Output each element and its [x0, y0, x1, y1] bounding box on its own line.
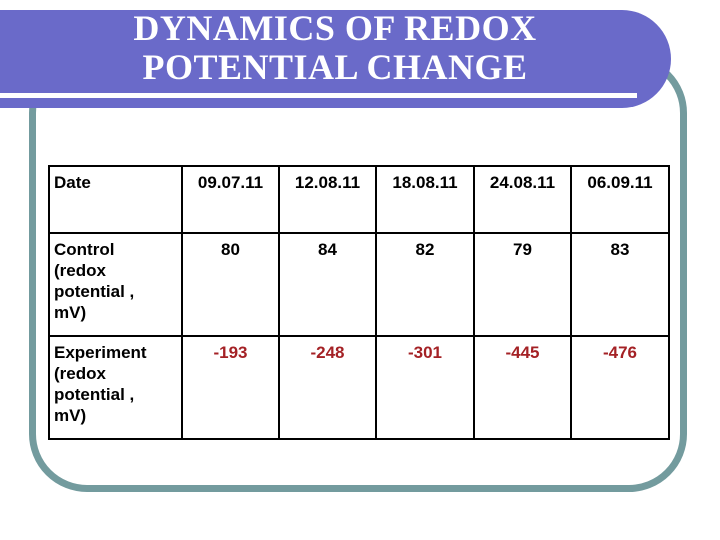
column-header-date-3: 18.08.11: [375, 165, 475, 234]
slide-title: DYNAMICS OF REDOX POTENTIAL CHANGE: [133, 8, 537, 87]
control-value-5: 83: [570, 232, 670, 337]
column-header-date-2: 12.08.11: [278, 165, 377, 234]
column-header-date-4: 24.08.11: [473, 165, 572, 234]
header-date-label: Date: [48, 165, 183, 234]
experiment-value-2: -248: [278, 335, 377, 440]
experiment-value-1: -193: [181, 335, 280, 440]
redox-data-table: Date 09.07.11 12.08.11 18.08.11 24.08.11…: [48, 165, 670, 440]
experiment-value-3: -301: [375, 335, 475, 440]
title-underline-rule: [0, 93, 637, 98]
table-header-row: Date 09.07.11 12.08.11 18.08.11 24.08.11…: [48, 165, 670, 234]
control-value-4: 79: [473, 232, 572, 337]
experiment-value-5: -476: [570, 335, 670, 440]
row-label-experiment: Experiment (redox potential , mV): [48, 335, 183, 440]
row-label-control: Control (redox potential , mV): [48, 232, 183, 337]
control-row: Control (redox potential , mV) 80 84 82 …: [48, 232, 670, 337]
control-value-1: 80: [181, 232, 280, 337]
control-value-2: 84: [278, 232, 377, 337]
control-value-3: 82: [375, 232, 475, 337]
title-bar: [0, 10, 671, 108]
experiment-value-4: -445: [473, 335, 572, 440]
column-header-date-1: 09.07.11: [181, 165, 280, 234]
experiment-row: Experiment (redox potential , mV) -193 -…: [48, 335, 670, 440]
column-header-date-5: 06.09.11: [570, 165, 670, 234]
